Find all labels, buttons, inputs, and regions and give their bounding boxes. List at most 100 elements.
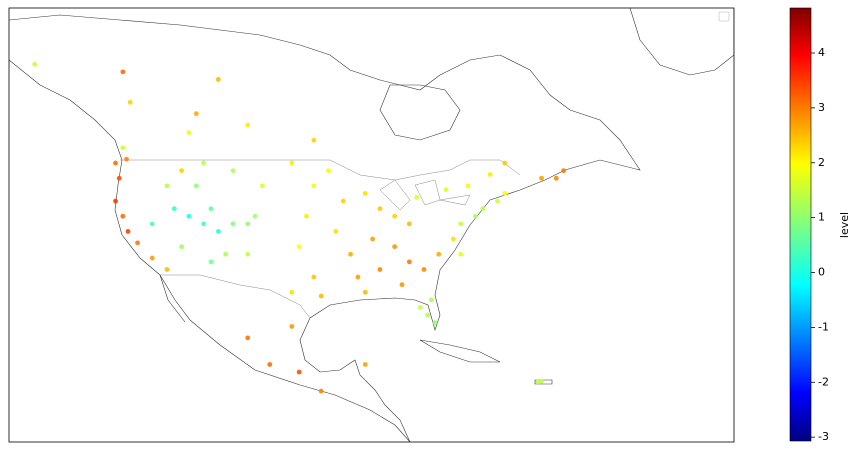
point [208, 259, 214, 265]
point [480, 206, 486, 212]
point [113, 198, 118, 204]
point [495, 198, 500, 204]
point [399, 282, 405, 288]
point [487, 172, 493, 177]
coastline [159, 274, 186, 323]
point [502, 160, 508, 166]
point [289, 160, 295, 166]
greenland [629, 8, 734, 76]
border [120, 159, 521, 181]
point [458, 221, 464, 227]
point [296, 244, 302, 250]
colorbar-tick-label: -1 [818, 320, 829, 333]
point [451, 236, 456, 242]
point [223, 251, 229, 257]
point [425, 312, 431, 318]
point [311, 137, 317, 143]
colorbar-tick-label: 2 [818, 156, 825, 169]
colorbar-tick-label: 3 [818, 101, 825, 114]
great-lakes [379, 179, 471, 211]
point [377, 206, 383, 212]
point [193, 111, 199, 117]
point [535, 379, 541, 385]
point [230, 168, 236, 174]
cuba [419, 339, 501, 363]
point [417, 305, 423, 310]
point [245, 251, 251, 257]
point [539, 378, 544, 384]
point [186, 213, 192, 219]
point [267, 362, 273, 367]
point [260, 183, 265, 189]
point [362, 289, 368, 295]
point [406, 259, 412, 265]
point [149, 221, 155, 227]
colorbar [789, 7, 812, 442]
point [392, 244, 398, 250]
point [289, 324, 295, 329]
point [392, 213, 398, 219]
point [245, 122, 251, 128]
point [553, 175, 559, 181]
point [311, 183, 317, 189]
point [436, 251, 442, 257]
point [362, 362, 368, 367]
point [171, 206, 177, 212]
point [539, 175, 544, 181]
point [362, 191, 368, 196]
point [348, 251, 353, 257]
point [414, 194, 420, 200]
border [160, 274, 311, 319]
point [127, 99, 133, 105]
point [245, 221, 251, 227]
point [230, 221, 236, 227]
point [120, 213, 126, 219]
point [296, 369, 302, 375]
point [443, 187, 449, 193]
coastline [9, 59, 411, 442]
point [116, 175, 122, 181]
point [186, 130, 192, 136]
point [201, 160, 207, 166]
point [164, 267, 170, 272]
point [113, 160, 118, 166]
point [304, 213, 309, 219]
point [377, 267, 383, 272]
point [289, 289, 295, 295]
point [428, 297, 434, 303]
point [193, 183, 199, 189]
colorbar-tick-label: -2 [818, 375, 829, 388]
points [32, 61, 566, 394]
point [215, 77, 221, 82]
point [149, 255, 155, 261]
hudson-bay [379, 84, 461, 141]
map-frame [8, 7, 735, 443]
point [406, 221, 412, 227]
point [458, 251, 464, 257]
colorbar-tick-label: 4 [818, 46, 825, 59]
point [318, 293, 324, 299]
point [120, 69, 126, 75]
legend-box [718, 11, 730, 22]
point [318, 388, 324, 394]
point [421, 267, 427, 272]
point [245, 335, 251, 341]
point [201, 221, 207, 227]
coastline [9, 14, 641, 442]
point [124, 156, 129, 162]
point [311, 274, 317, 280]
colorbar-tick-label: -3 [818, 430, 829, 443]
colorbar-tick-label: 1 [818, 211, 825, 224]
colorbar-label: level [838, 212, 851, 238]
colorbar-tick-label: 0 [818, 266, 825, 279]
point [340, 198, 346, 204]
puerto-rico [534, 379, 553, 385]
point [333, 229, 339, 234]
point [120, 145, 126, 151]
point [252, 213, 258, 219]
basemap [9, 8, 734, 442]
point [370, 236, 376, 242]
point [125, 229, 131, 234]
point [32, 61, 38, 67]
